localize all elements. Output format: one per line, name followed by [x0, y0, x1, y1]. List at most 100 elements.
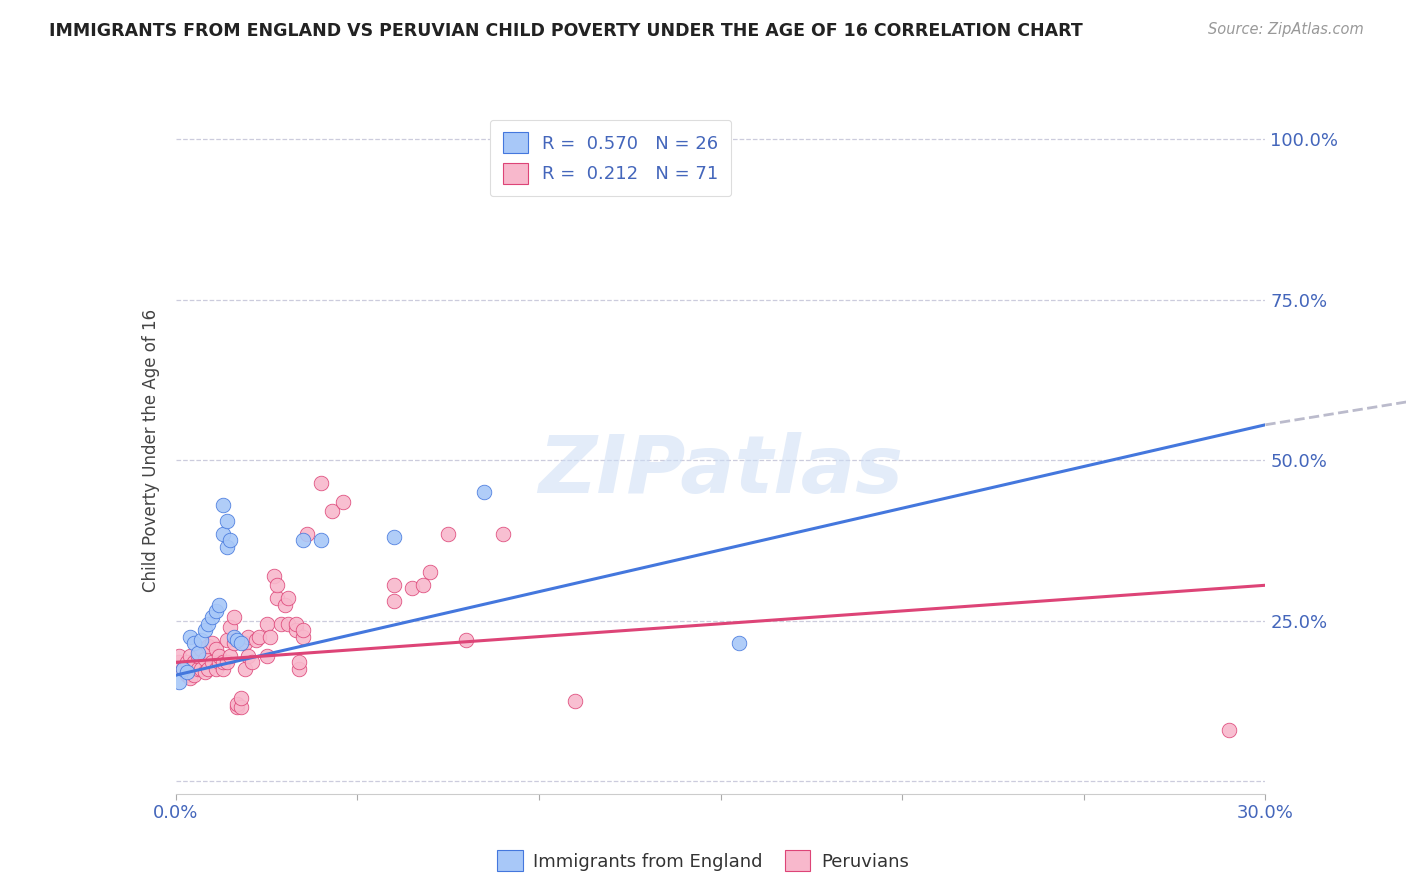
Point — [204, 642, 226, 657]
Point — [197, 616, 219, 631]
Point — [226, 632, 249, 647]
Point — [256, 616, 278, 631]
Point — [212, 655, 235, 669]
Point — [412, 578, 434, 592]
Point — [194, 623, 217, 637]
Point — [309, 533, 332, 548]
Point — [284, 623, 307, 637]
Point — [277, 591, 299, 606]
Point — [169, 648, 191, 663]
Y-axis label: Child Poverty Under the Age of 16: Child Poverty Under the Age of 16 — [142, 309, 160, 592]
Point — [179, 648, 201, 663]
Point — [208, 655, 231, 669]
Point — [564, 694, 586, 708]
Point — [172, 662, 194, 676]
Point — [245, 632, 267, 647]
Point — [176, 668, 198, 682]
Point — [437, 527, 460, 541]
Point — [186, 646, 209, 660]
Point — [197, 639, 219, 653]
Point — [222, 630, 245, 644]
Point — [288, 662, 311, 676]
Point — [727, 636, 749, 650]
Point — [231, 636, 253, 650]
Point — [197, 662, 219, 676]
Point — [169, 655, 191, 669]
Point — [179, 671, 201, 685]
Point — [208, 598, 231, 612]
Point — [194, 652, 217, 666]
Point — [382, 594, 405, 608]
Point — [382, 578, 405, 592]
Point — [215, 655, 238, 669]
Point — [179, 630, 201, 644]
Point — [259, 630, 281, 644]
Point — [204, 662, 226, 676]
Point — [176, 655, 198, 669]
Point — [291, 623, 314, 637]
Point — [238, 630, 260, 644]
Point — [190, 632, 212, 647]
Point — [266, 591, 288, 606]
Point — [183, 668, 205, 682]
Point — [309, 475, 332, 490]
Point — [219, 648, 242, 663]
Point — [190, 642, 212, 657]
Point — [240, 655, 263, 669]
Point — [233, 662, 256, 676]
Point — [204, 604, 226, 618]
Point — [226, 697, 249, 711]
Point — [474, 485, 496, 500]
Point — [201, 636, 224, 650]
Point — [212, 527, 235, 541]
Point — [215, 540, 238, 554]
Text: Source: ZipAtlas.com: Source: ZipAtlas.com — [1208, 22, 1364, 37]
Legend: Immigrants from England, Peruvians: Immigrants from England, Peruvians — [491, 843, 915, 879]
Point — [222, 636, 245, 650]
Point — [176, 665, 198, 679]
Point — [270, 616, 292, 631]
Point — [186, 648, 209, 663]
Point — [183, 636, 205, 650]
Point — [492, 527, 515, 541]
Point — [291, 533, 314, 548]
Point — [186, 662, 209, 676]
Point — [419, 566, 441, 580]
Point — [382, 530, 405, 544]
Point — [288, 655, 311, 669]
Point — [212, 498, 235, 512]
Point — [256, 648, 278, 663]
Point — [169, 674, 191, 689]
Text: ZIPatlas: ZIPatlas — [538, 432, 903, 510]
Point — [172, 662, 194, 676]
Point — [247, 630, 270, 644]
Point — [201, 655, 224, 669]
Point — [263, 568, 285, 582]
Point — [233, 636, 256, 650]
Text: IMMIGRANTS FROM ENGLAND VS PERUVIAN CHILD POVERTY UNDER THE AGE OF 16 CORRELATIO: IMMIGRANTS FROM ENGLAND VS PERUVIAN CHIL… — [49, 22, 1083, 40]
Point — [295, 527, 318, 541]
Point — [332, 495, 354, 509]
Point — [266, 578, 288, 592]
Point — [208, 648, 231, 663]
Point — [1218, 723, 1240, 737]
Point — [183, 655, 205, 669]
Point — [401, 582, 423, 596]
Point — [190, 662, 212, 676]
Point — [201, 610, 224, 624]
Point — [222, 610, 245, 624]
Point — [219, 533, 242, 548]
Point — [321, 504, 343, 518]
Point — [231, 690, 253, 705]
Point — [456, 632, 478, 647]
Point — [291, 630, 314, 644]
Point — [212, 662, 235, 676]
Point — [274, 598, 297, 612]
Point — [194, 665, 217, 679]
Point — [219, 620, 242, 634]
Point — [284, 616, 307, 631]
Point — [238, 648, 260, 663]
Point — [215, 632, 238, 647]
Point — [226, 700, 249, 714]
Point — [277, 616, 299, 631]
